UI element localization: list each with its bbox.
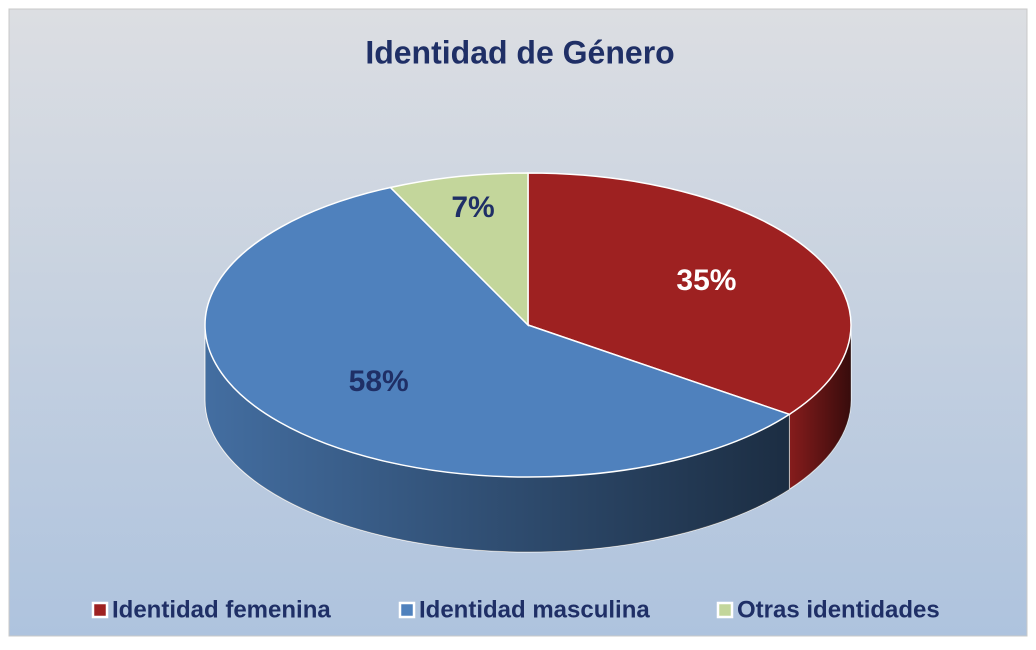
legend-label: Identidad femenina: [112, 596, 331, 623]
legend-label: Identidad masculina: [419, 596, 650, 623]
chart-title: Identidad de Género: [365, 34, 674, 70]
data-label: 58%: [349, 365, 409, 398]
legend-swatch: [716, 601, 734, 619]
slice: [388, 172, 529, 327]
slice: [204, 186, 792, 478]
data-label: 7%: [451, 191, 494, 224]
legend-label: Otras identidades: [737, 596, 940, 623]
legend-swatch: [91, 601, 109, 619]
slice: [527, 172, 852, 416]
legend-swatch: [398, 601, 416, 619]
slice-side-shade: [789, 325, 851, 490]
slice-side-shade: [205, 325, 790, 552]
pie: 35% 58% 7%: [204, 172, 852, 553]
legend: Identidad femenina Identidad masculina Otr…: [91, 596, 940, 623]
data-label: 35%: [676, 264, 736, 297]
